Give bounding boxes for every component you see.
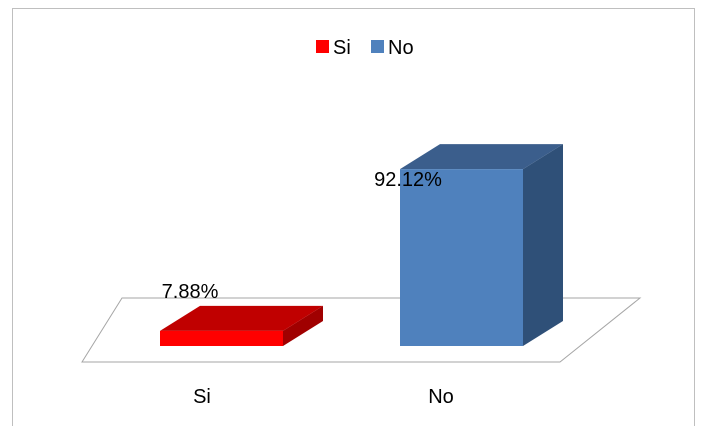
bar-no-side [523, 144, 563, 346]
tick-label-no: No [428, 386, 454, 408]
legend-label-no: No [388, 37, 414, 59]
legend-label-si: Si [333, 37, 351, 59]
legend-swatch-no [371, 40, 384, 53]
value-label-no: 92.12% [374, 169, 442, 191]
bar-no-top [400, 144, 563, 170]
bar-si-front [160, 330, 283, 346]
bar-si-top [160, 305, 323, 331]
legend: Si No [316, 37, 414, 59]
bar-si [160, 305, 323, 346]
chart-frame [12, 8, 695, 426]
bar-no [400, 144, 563, 346]
tick-label-si: Si [193, 386, 211, 408]
value-label-si: 7.88% [162, 281, 219, 303]
legend-swatch-si [316, 40, 329, 53]
bar-si-side [283, 305, 323, 346]
bar-no-front [400, 169, 523, 346]
